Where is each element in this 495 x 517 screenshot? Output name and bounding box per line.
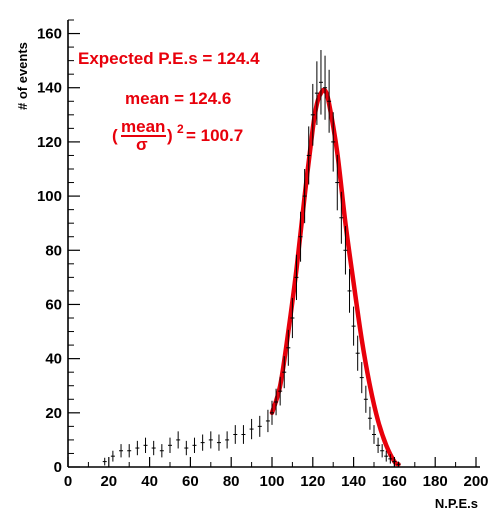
y-tick-label: 160 [37, 26, 62, 43]
ratio-numerator: mean [121, 117, 165, 136]
x-tick-label: 80 [223, 473, 240, 490]
x-tick-label: 140 [341, 473, 366, 490]
data-point [306, 126, 311, 185]
x-tick-label: 60 [182, 473, 199, 490]
y-tick-label: 80 [45, 242, 62, 259]
data-point [327, 69, 332, 133]
expected-pe-annotation: Expected P.E.s = 124.4 [78, 49, 260, 68]
data-point [310, 83, 315, 146]
ratio-value: = 100.7 [186, 126, 243, 145]
x-tick-label: 200 [463, 473, 488, 490]
data-point [159, 444, 164, 458]
data-point [135, 440, 140, 456]
data-point [314, 61, 319, 125]
data-point [286, 329, 291, 366]
y-tick-label: 100 [37, 188, 62, 205]
data-point [343, 226, 348, 275]
fit-curve-layer [269, 87, 401, 467]
y-tick-label: 0 [54, 459, 62, 476]
data-point [151, 440, 156, 456]
data-point [359, 362, 364, 394]
data-point [184, 440, 189, 456]
x-tick-label: 180 [423, 473, 448, 490]
data-point [347, 269, 352, 313]
data-point [119, 444, 124, 458]
mean-annotation: mean = 124.6 [125, 89, 231, 108]
data-point [355, 335, 360, 371]
x-tick-label: 100 [259, 473, 284, 490]
ratio-annotation: ( mean σ ) 2 = 100.7 [112, 117, 243, 154]
data-point [110, 450, 115, 462]
data-point [265, 409, 270, 433]
x-tick-label: 0 [64, 473, 72, 490]
data-point [208, 431, 213, 449]
y-ticks: 0 20 40 60 80 100 120 140 160 [37, 19, 80, 476]
data-point [233, 425, 238, 444]
x-tick-label: 120 [300, 473, 325, 490]
data-point [200, 434, 205, 451]
ratio-denominator: σ [136, 135, 148, 154]
ratio-open-paren: ( [112, 126, 118, 145]
data-point [376, 437, 381, 453]
data-point [225, 431, 230, 449]
data-point [249, 418, 254, 440]
y-tick-label: 140 [37, 80, 62, 97]
data-point [331, 112, 336, 172]
data-point [323, 55, 328, 120]
data-points [102, 50, 401, 467]
data-point [384, 450, 389, 462]
x-tick-label: 40 [141, 473, 158, 490]
data-point [380, 444, 385, 458]
data-point [176, 431, 181, 449]
ratio-close-paren: ) [167, 126, 173, 145]
data-point [294, 254, 299, 301]
x-axis-title: N.P.E.s [435, 496, 478, 511]
data-point [192, 437, 197, 453]
data-point [302, 169, 307, 224]
ratio-power: 2 [177, 122, 184, 136]
data-point [127, 444, 132, 458]
gaussian-fit-curve [269, 87, 401, 467]
data-point [290, 297, 295, 339]
y-tick-label: 60 [45, 296, 62, 313]
data-point [257, 415, 262, 437]
data-point [396, 461, 401, 467]
data-point [298, 211, 303, 262]
data-point [241, 425, 246, 444]
data-point [335, 154, 340, 211]
data-point [274, 388, 279, 416]
data-point [367, 406, 372, 430]
data-point [282, 356, 287, 389]
data-point [339, 191, 344, 244]
y-tick-label: 20 [45, 405, 62, 422]
data-point [372, 425, 376, 444]
y-tick-label: 120 [37, 134, 62, 151]
data-point [270, 400, 274, 425]
data-point [318, 50, 323, 115]
x-ticks: 0 20 40 60 80 100 120 140 160 180 200 [64, 457, 489, 490]
data-point [363, 385, 368, 413]
data-point [143, 437, 148, 453]
y-tick-label: 40 [45, 351, 62, 368]
data-point [102, 457, 107, 466]
data-point [388, 454, 393, 464]
data-point [278, 376, 283, 406]
data-point [168, 437, 172, 453]
data-point [216, 434, 221, 451]
x-tick-label: 160 [382, 473, 407, 490]
data-point [351, 306, 356, 346]
y-axis-title: # of events [15, 42, 30, 110]
x-tick-label: 20 [100, 473, 117, 490]
